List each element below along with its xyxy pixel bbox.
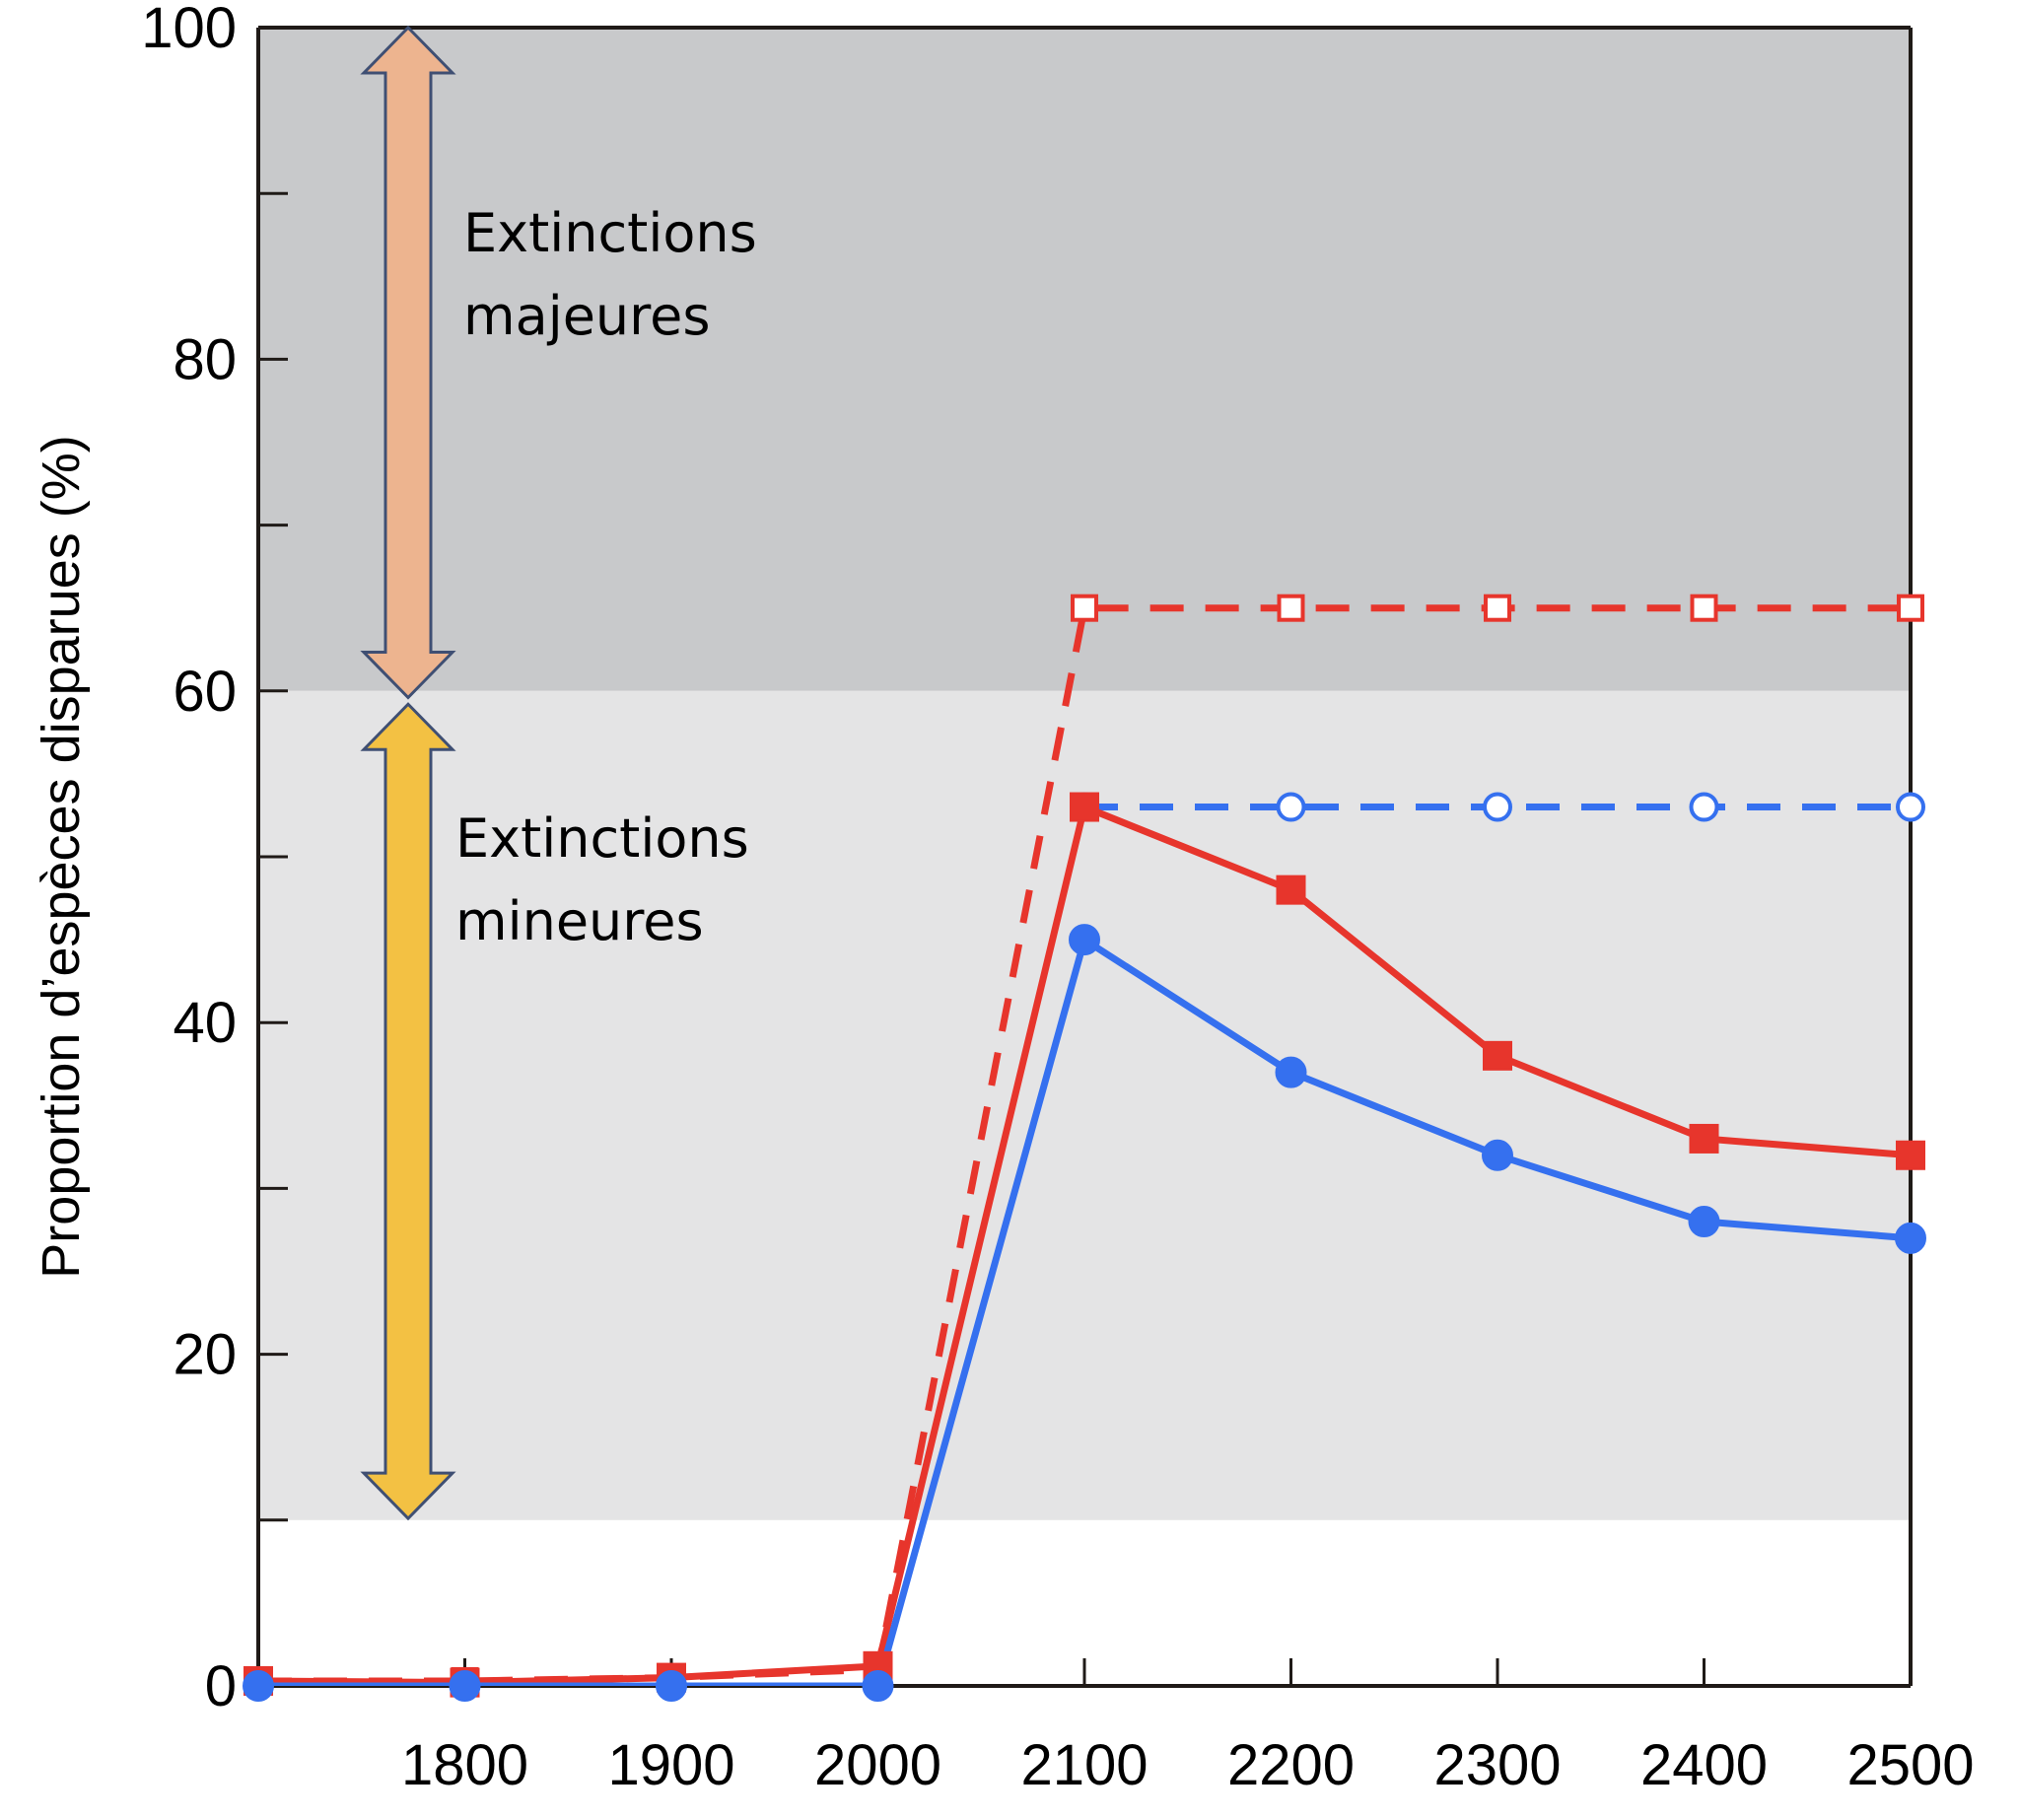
- y-axis-label: Proportion d’espèces disparues (%): [32, 435, 91, 1278]
- x-tick-label: 2300: [1433, 1733, 1561, 1797]
- data-point-3: [656, 1670, 687, 1702]
- data-point-0: [1484, 594, 1511, 622]
- data-point-3: [449, 1670, 481, 1702]
- data-point-1: [1896, 792, 1925, 822]
- data-point-3: [1482, 1139, 1513, 1171]
- data-point-2: [1483, 1040, 1512, 1071]
- zone-label-1: mineures: [455, 890, 704, 952]
- zone-band-1: [258, 690, 1911, 1520]
- data-point-2: [1070, 792, 1099, 822]
- data-point-2: [1896, 1140, 1925, 1170]
- data-point-1: [1483, 792, 1512, 822]
- x-tick-label: 1800: [401, 1733, 528, 1797]
- y-tick-label: 100: [141, 0, 237, 60]
- zone-label-0: Extinctions: [463, 202, 757, 264]
- data-point-2: [1276, 875, 1306, 905]
- data-point-1: [1276, 792, 1306, 822]
- y-tick-label: 80: [173, 327, 237, 391]
- x-tick-label: 1900: [607, 1733, 734, 1797]
- zone-label-1: Extinctions: [455, 807, 749, 870]
- zones-layer: [258, 28, 1911, 1520]
- data-point-3: [243, 1670, 274, 1702]
- y-tick-label: 60: [173, 660, 237, 724]
- zone-arrows: [360, 25, 456, 1521]
- data-point-0: [1690, 594, 1718, 622]
- labels-layer: 0 20 40 60 80 100 1800 1900 2000 2100 2200 2300 2400…: [32, 0, 1975, 1797]
- arrow-extinctions-majeures: [360, 25, 456, 700]
- data-point-2: [1689, 1123, 1719, 1154]
- data-point-3: [1275, 1056, 1307, 1088]
- data-point-0: [1277, 594, 1305, 622]
- data-point-3: [1069, 924, 1100, 956]
- x-tick-label: 2000: [814, 1733, 941, 1797]
- x-tick-label: 2100: [1020, 1733, 1148, 1797]
- x-tick-label: 2200: [1227, 1733, 1355, 1797]
- zone-label-0: majeures: [463, 285, 711, 347]
- data-point-3: [862, 1670, 894, 1702]
- data-point-3: [1895, 1222, 1926, 1254]
- y-tick-label: 0: [205, 1654, 237, 1718]
- x-tick-label: 2500: [1846, 1733, 1974, 1797]
- data-point-3: [1688, 1206, 1720, 1238]
- data-point-0: [1071, 594, 1098, 622]
- x-tick-label: 2400: [1640, 1733, 1768, 1797]
- y-tick-label: 20: [173, 1323, 237, 1387]
- y-tick-label: 40: [173, 991, 237, 1055]
- markers-layer: [243, 594, 1926, 1702]
- data-point-1: [1689, 792, 1719, 822]
- data-point-0: [1897, 594, 1924, 622]
- arrow-extinctions-mineures: [360, 702, 456, 1521]
- zone-band-0: [258, 28, 1911, 691]
